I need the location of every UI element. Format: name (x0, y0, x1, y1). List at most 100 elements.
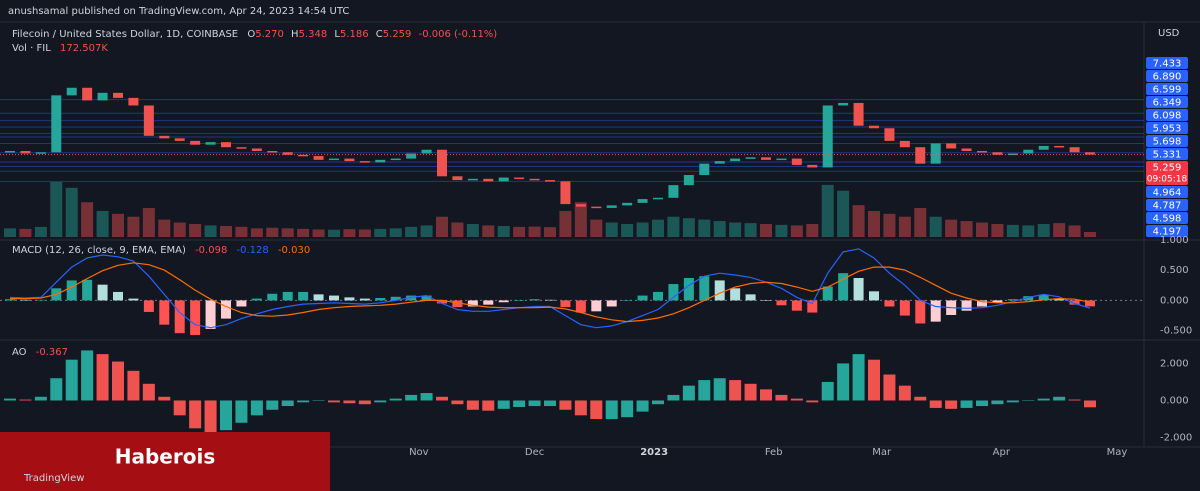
plot: AugOctNovDec2023FebMarAprMay7.4336.8906.… (0, 57, 1192, 458)
ao-bar (482, 400, 495, 411)
current-price-label: 5.259 (1153, 163, 1182, 174)
volume-bar (389, 228, 402, 237)
histogram-bar (421, 295, 432, 301)
volume-bar (235, 226, 248, 237)
histogram-bar (668, 284, 679, 301)
candle (51, 95, 62, 153)
ao-bar (358, 400, 371, 405)
histogram-bar (637, 295, 648, 301)
histogram-bar (221, 300, 231, 319)
candle (606, 205, 617, 208)
volume-bar (173, 222, 186, 237)
volume-bar (81, 202, 94, 237)
level-label: 4.964 (1153, 188, 1182, 199)
histogram-bar (930, 300, 941, 322)
histogram-bar (992, 300, 1003, 303)
ao-bar (266, 400, 279, 410)
volume-bar (497, 226, 510, 237)
histogram-bar (884, 300, 895, 307)
histogram-bar (529, 299, 540, 301)
ao-bar (297, 400, 310, 403)
histogram-bar (1054, 298, 1065, 301)
level-label-box (1146, 122, 1188, 134)
ao-bar (497, 400, 510, 409)
candle (467, 178, 478, 181)
candle (174, 138, 185, 141)
ao-bar (929, 400, 942, 408)
volume-bar (976, 222, 988, 237)
candle (1023, 149, 1034, 154)
level-label: 5.331 (1153, 150, 1182, 161)
ao-bar (281, 400, 294, 407)
candle (329, 158, 339, 161)
candle (5, 151, 15, 153)
ao-bar (220, 400, 232, 431)
macd-title: MACD (12, 26, close, 9, EMA, EMA) (12, 245, 186, 256)
publisher: anushsamal published on TradingView.com,… (8, 6, 349, 17)
candle (421, 149, 432, 154)
candle (113, 92, 123, 98)
volume-bar (1068, 225, 1081, 237)
histogram-bar (20, 299, 31, 301)
ao-bar (513, 400, 526, 407)
volume-bar (837, 190, 850, 237)
ao-bar (698, 380, 711, 401)
volume-bar (436, 216, 448, 237)
histogram-bar (714, 280, 725, 301)
volume-bar (590, 219, 603, 237)
candle (946, 143, 957, 149)
level-label-box (1146, 96, 1188, 108)
ao-bar (528, 400, 541, 407)
candle (853, 102, 864, 126)
volume-bar (420, 225, 433, 237)
y-tick-label: -0.500 (1160, 326, 1192, 337)
level-label: 5.698 (1153, 137, 1182, 148)
candle (97, 92, 108, 101)
ao-title: AO (12, 347, 27, 358)
level-label: 6.599 (1153, 85, 1182, 96)
ao-bar (574, 400, 587, 416)
ao-bar (760, 389, 772, 401)
candle (807, 164, 818, 168)
y-tick-label: 0.000 (1160, 395, 1189, 406)
volume-label: Vol · FIL (12, 43, 51, 54)
histogram-bar (236, 300, 247, 307)
current-price-box (1146, 161, 1188, 185)
candle (375, 159, 386, 163)
volume-value: 172.507K (60, 43, 108, 54)
volume-bar (220, 226, 232, 237)
candle (622, 202, 633, 206)
l-label: L (334, 29, 340, 40)
volume-bar (760, 223, 772, 237)
histogram-bar (205, 300, 216, 329)
ao-bar (19, 399, 32, 401)
candle (545, 180, 555, 182)
histogram-bar (730, 288, 741, 301)
histogram-bar (5, 299, 15, 301)
ao-bar (544, 400, 556, 407)
ao-bar (945, 400, 958, 409)
volume-bar (374, 228, 387, 237)
ao-bar (389, 398, 402, 401)
c-value: 5.259 (383, 29, 412, 40)
candle (668, 185, 679, 198)
candle (344, 158, 355, 162)
ao-bar (405, 394, 418, 401)
volume-bar (4, 228, 16, 237)
macd-value: -0.128 (237, 245, 269, 256)
candle (359, 161, 370, 163)
volume-bar (250, 228, 263, 237)
candle (35, 152, 46, 154)
candle (1085, 152, 1095, 155)
volume-bar (960, 221, 973, 237)
histogram-bar (82, 279, 93, 301)
volume-bar (96, 210, 109, 237)
volume-bar (868, 210, 880, 237)
histogram-bar (467, 300, 478, 307)
candle (282, 152, 293, 155)
ao-bar (775, 394, 788, 401)
histogram-bar (483, 300, 494, 305)
candle (298, 154, 309, 157)
histogram-bar (606, 300, 617, 307)
